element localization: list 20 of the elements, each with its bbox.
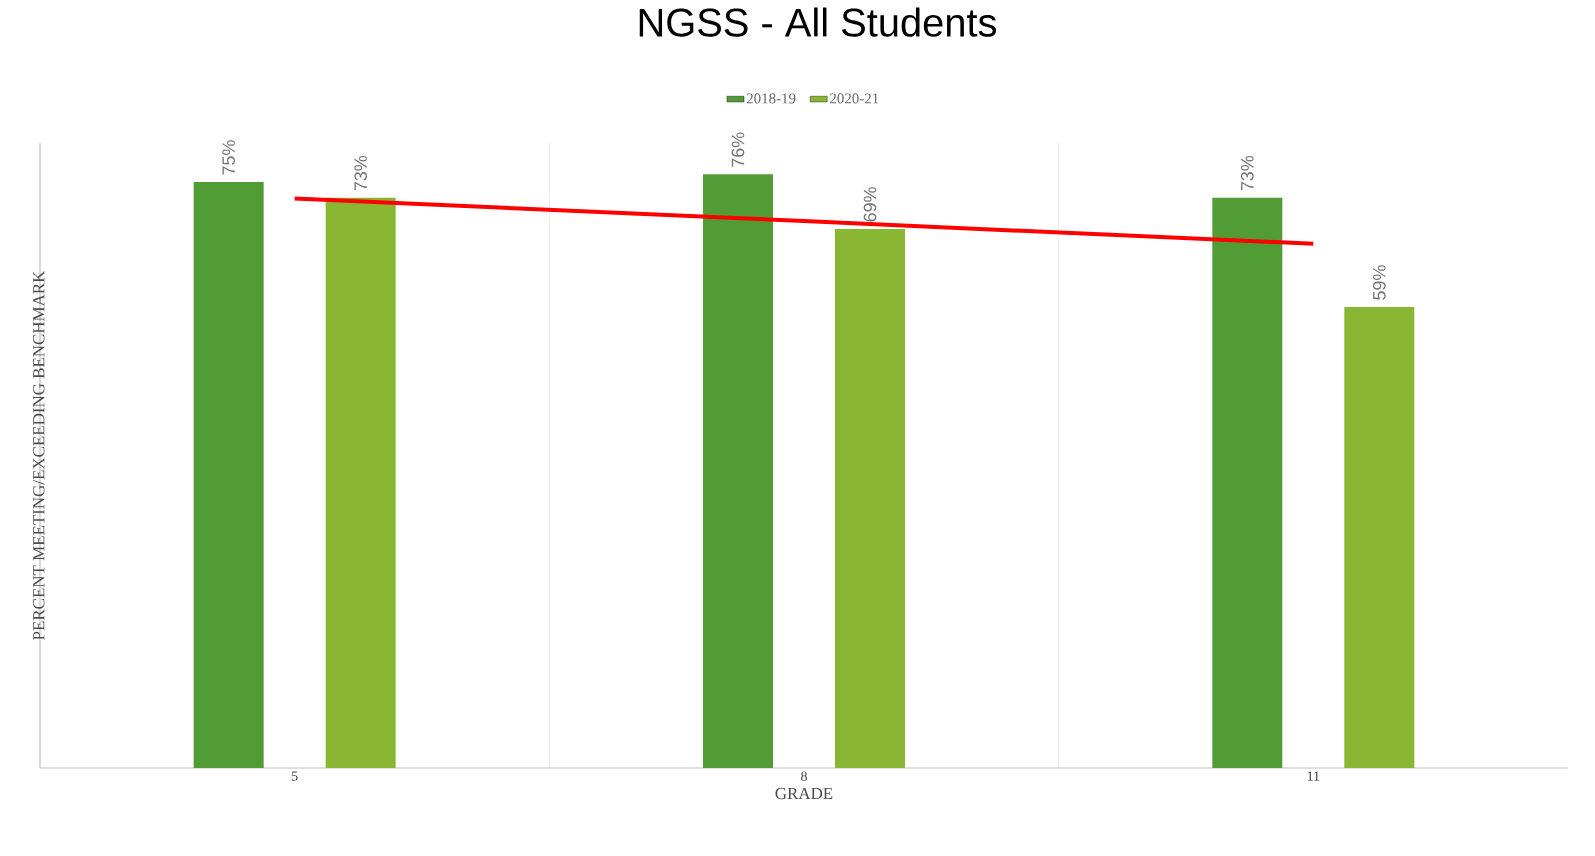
data-label: 73%: [354, 155, 368, 191]
bar: [702, 174, 773, 768]
x-axis-title: GRADE: [775, 787, 833, 800]
data-label: 75%: [222, 140, 235, 175]
y-axis-title: PERCENT MEETING/EXCEEDING BENCHMARK: [33, 270, 45, 640]
chart-title: NGSS - All Students: [639, 7, 997, 37]
legend-label: 2020-21: [830, 93, 879, 104]
bar: [1212, 197, 1283, 768]
bar: [1344, 307, 1415, 768]
bar: [193, 182, 264, 768]
x-tick-label: 11: [1307, 771, 1320, 781]
bar: [834, 228, 905, 768]
data-label: 73%: [1240, 155, 1254, 191]
data-label: 69%: [863, 187, 877, 222]
bar: [325, 197, 396, 768]
legend-label: 2018-19: [746, 93, 796, 104]
x-tick-label: 5: [291, 771, 298, 781]
data-label: 76%: [731, 132, 745, 167]
x-tick-label: 8: [801, 771, 807, 781]
data-label: 59%: [1372, 265, 1386, 300]
